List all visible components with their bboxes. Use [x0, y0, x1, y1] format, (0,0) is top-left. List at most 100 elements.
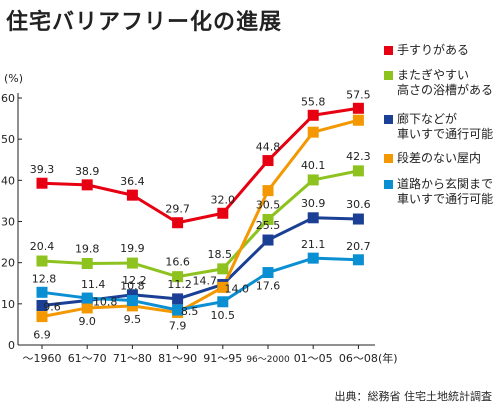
- data-point: [81, 257, 93, 269]
- x-axis-unit: (年): [378, 351, 398, 365]
- data-label: 9.5: [124, 313, 142, 326]
- data-label: 25.5: [256, 219, 281, 232]
- x-tick-label: 61～70: [68, 352, 107, 365]
- data-point: [352, 114, 364, 126]
- data-label: 16.6: [165, 256, 190, 269]
- data-point: [36, 286, 48, 298]
- legend-item: 段差のない屋内: [384, 151, 482, 166]
- data-label: 10.8: [93, 296, 118, 309]
- data-label: 42.3: [346, 150, 371, 163]
- data-label: 18.5: [208, 248, 233, 261]
- data-point: [262, 234, 274, 246]
- data-point: [81, 292, 93, 304]
- data-point: [307, 109, 319, 121]
- data-label: 12.8: [32, 272, 57, 285]
- data-label: 44.8: [256, 141, 281, 154]
- legend-label: 道路から玄関まで: [397, 177, 494, 191]
- data-point: [172, 304, 184, 316]
- data-point: [126, 189, 138, 201]
- data-point: [217, 281, 229, 293]
- data-point: [36, 255, 48, 267]
- legend-swatch: [384, 115, 393, 124]
- data-point: [217, 207, 229, 219]
- data-label: 19.9: [120, 242, 145, 255]
- y-tick-label: 20: [1, 257, 15, 270]
- data-label: 6.9: [33, 329, 51, 342]
- data-point: [262, 267, 274, 279]
- data-label: 14.0: [225, 282, 250, 295]
- data-point: [352, 165, 364, 177]
- data-label: 38.9: [75, 165, 100, 178]
- legend-label: 車いすで通行可能: [397, 127, 494, 141]
- data-label: 40.1: [301, 159, 326, 172]
- legend-label: 廊下などが: [397, 112, 458, 126]
- data-label: 36.4: [120, 175, 145, 188]
- data-point: [126, 295, 138, 307]
- source-note: 出典：総務省 住宅土地統計調査: [334, 390, 493, 403]
- data-label: 55.8: [301, 95, 326, 108]
- data-point: [307, 252, 319, 264]
- data-label: 14.7: [193, 274, 218, 287]
- data-point: [307, 212, 319, 224]
- y-tick-label: 40: [1, 174, 15, 187]
- data-label: 30.6: [346, 198, 371, 211]
- x-tick-label: 96～2000: [246, 355, 290, 365]
- data-point: [352, 102, 364, 114]
- x-tick-label: 01～05: [294, 352, 333, 365]
- data-label: 30.5: [256, 198, 281, 211]
- series-line: [41, 118, 359, 319]
- legend-item: 手すりがある: [384, 43, 470, 58]
- data-label: 30.9: [301, 197, 326, 210]
- legend-item: またぎやすい 高さの浴槽がある: [384, 68, 493, 98]
- y-tick-label: 50: [1, 133, 15, 146]
- data-label: 9.0: [78, 315, 96, 328]
- data-point: [352, 213, 364, 225]
- data-label: 10.5: [211, 309, 236, 322]
- series-line: [41, 169, 359, 279]
- legend-label: 段差のない屋内: [397, 151, 482, 165]
- legend-swatch: [384, 154, 393, 163]
- data-point: [81, 179, 93, 191]
- x-tick-label: 91～95: [203, 352, 242, 365]
- data-point: [307, 174, 319, 186]
- x-tick-label: 06～08: [339, 352, 378, 365]
- data-point: [262, 155, 274, 167]
- chart-title: 住宅バリアフリー化の進展: [6, 10, 283, 35]
- data-label: 39.3: [30, 163, 55, 176]
- data-label: 10.8: [120, 280, 145, 293]
- legend-label: 車いすで通行可能: [397, 192, 494, 206]
- data-label: 57.5: [346, 88, 371, 101]
- data-point: [172, 293, 184, 305]
- legend-label: またぎやすい: [397, 68, 470, 82]
- data-point: [262, 185, 274, 197]
- data-label: 20.4: [30, 240, 55, 253]
- legend-item: 廊下などが 車いすで通行可能: [384, 112, 494, 142]
- data-label: 29.7: [165, 203, 190, 216]
- data-label: 17.6: [256, 280, 281, 293]
- y-tick-label: 60: [1, 92, 15, 105]
- x-tick-label: 81～90: [158, 352, 197, 365]
- data-point: [217, 263, 229, 275]
- y-tick-label: 30: [1, 216, 15, 229]
- data-label: 12.2: [122, 274, 147, 287]
- series-line: [41, 256, 359, 312]
- data-point: [36, 299, 48, 311]
- data-label: 7.9: [169, 319, 187, 332]
- legend-item: 道路から玄関まで 車いすで通行可能: [384, 177, 494, 207]
- y-tick-label: 10: [1, 298, 15, 311]
- data-point: [126, 257, 138, 269]
- y-tick-label: 0: [8, 339, 15, 352]
- legend-swatch: [384, 46, 393, 55]
- data-label: 21.1: [301, 238, 326, 251]
- data-point: [36, 311, 48, 323]
- data-label: 19.8: [75, 242, 100, 255]
- data-point: [307, 126, 319, 138]
- data-point: [352, 254, 364, 266]
- data-point: [81, 302, 93, 314]
- data-label: 11.2: [167, 278, 192, 291]
- data-point: [172, 217, 184, 229]
- series-line: [41, 106, 359, 225]
- data-label: 8.5: [181, 305, 199, 318]
- legend-label: 手すりがある: [397, 43, 470, 57]
